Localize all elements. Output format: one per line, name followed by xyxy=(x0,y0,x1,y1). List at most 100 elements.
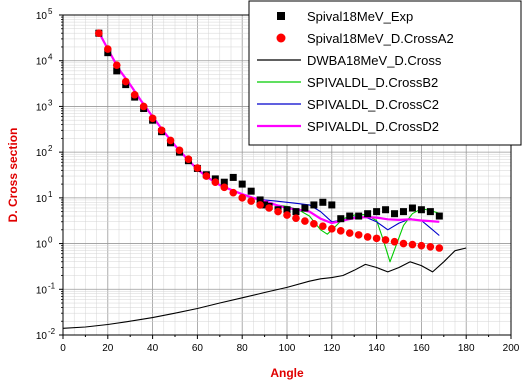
data-point-circle xyxy=(130,90,139,99)
y-tick-label: 10 xyxy=(36,102,48,113)
data-point-square xyxy=(283,206,291,214)
legend-label: Spival18MeV_Exp xyxy=(307,9,413,24)
data-point-circle xyxy=(390,237,399,246)
x-axis-title: Angle xyxy=(270,366,304,380)
data-point-square xyxy=(355,212,363,220)
legend-label: SPIVALDL_D.CrossD2 xyxy=(307,119,439,134)
y-tick-exponent: 5 xyxy=(48,7,53,16)
data-point-square xyxy=(247,187,255,195)
data-point-circle xyxy=(175,146,184,155)
x-tick-label: 60 xyxy=(192,343,204,354)
data-point-circle xyxy=(148,114,157,123)
legend-box xyxy=(248,0,522,146)
x-tick-label: 20 xyxy=(102,343,114,354)
data-point-circle xyxy=(283,211,291,219)
x-tick-label: 100 xyxy=(279,343,296,354)
data-point-circle xyxy=(417,241,426,250)
data-point-circle xyxy=(104,45,112,53)
data-point-square xyxy=(417,206,425,214)
data-point-circle xyxy=(328,225,336,233)
data-point-square xyxy=(310,201,318,209)
y-axis-title: D. Cross section xyxy=(6,128,20,223)
data-point-square xyxy=(408,204,416,212)
data-point-square xyxy=(220,178,228,186)
series-line xyxy=(62,247,467,329)
y-tick-exponent: -2 xyxy=(48,327,56,336)
data-point-circle xyxy=(256,201,264,209)
data-point-circle xyxy=(238,194,246,202)
data-point-circle xyxy=(274,207,282,216)
data-point-square xyxy=(435,212,443,220)
y-tick-label: 10 xyxy=(36,148,48,159)
data-point-circle xyxy=(265,204,273,212)
y-tick-label: 10 xyxy=(36,194,48,205)
data-point-circle xyxy=(354,231,363,239)
data-point-circle xyxy=(229,188,238,197)
y-tick-label: 10 xyxy=(36,331,48,342)
y-tick-exponent: 2 xyxy=(48,144,53,153)
legend-label: DWBA18MeV_D.Cross xyxy=(307,53,442,68)
data-point-circle xyxy=(211,178,220,187)
x-tick-label: 0 xyxy=(60,343,66,354)
x-tick-label: 180 xyxy=(458,343,475,354)
data-point-circle xyxy=(426,242,435,251)
data-point-circle xyxy=(301,217,309,225)
data-point-circle xyxy=(220,183,229,192)
data-point-circle xyxy=(193,164,202,172)
y-tick-label: 10 xyxy=(36,240,48,251)
plot-series xyxy=(62,29,467,329)
data-point-square xyxy=(256,196,264,204)
data-point-circle xyxy=(408,240,417,249)
data-point-square xyxy=(426,208,434,216)
data-point-circle xyxy=(372,234,381,243)
data-point-circle xyxy=(139,102,148,111)
data-point-circle xyxy=(363,233,372,241)
data-point-circle xyxy=(435,244,444,252)
data-point-circle xyxy=(381,236,390,244)
data-point-square xyxy=(373,208,381,216)
data-point-circle xyxy=(95,29,103,37)
y-tick-exponent: 0 xyxy=(48,236,53,245)
data-point-square xyxy=(382,206,390,214)
data-point-square xyxy=(238,180,246,188)
x-tick-label: 140 xyxy=(368,343,385,354)
data-point-circle xyxy=(166,136,175,145)
data-point-square xyxy=(346,212,354,220)
data-point-square xyxy=(229,173,237,181)
x-tick-label: 160 xyxy=(413,343,430,354)
data-point-circle xyxy=(310,220,318,228)
legend-marker-square xyxy=(277,12,285,20)
y-tick-label: 10 xyxy=(36,285,48,296)
data-point-square xyxy=(337,215,345,223)
y-tick-exponent: 3 xyxy=(48,98,53,107)
data-point-circle xyxy=(247,197,255,205)
data-point-square xyxy=(364,210,372,218)
data-point-circle xyxy=(121,77,130,86)
legend-label: Spival18MeV_D.CrossA2 xyxy=(307,31,454,46)
data-point-circle xyxy=(184,155,193,164)
legend: Spival18MeV_Exp Spival18MeV_D.CrossA2 DWBA… xyxy=(248,0,522,146)
data-point-circle xyxy=(292,214,300,222)
x-tick-label: 40 xyxy=(147,343,159,354)
legend-label: SPIVALDL_D.CrossC2 xyxy=(307,97,439,112)
data-point-circle xyxy=(202,172,211,180)
x-tick-label: 120 xyxy=(323,343,340,354)
x-tick-label: 200 xyxy=(503,343,520,354)
data-point-square xyxy=(301,204,309,212)
y-tick-exponent: -1 xyxy=(48,281,56,290)
y-tick-exponent: 4 xyxy=(48,53,53,62)
data-point-circle xyxy=(319,222,327,230)
x-tick-label: 80 xyxy=(237,343,249,354)
legend-marker-circle xyxy=(276,33,286,43)
data-point-square xyxy=(391,210,399,218)
y-tick-exponent: 1 xyxy=(48,190,53,199)
data-point-circle xyxy=(112,61,121,69)
data-point-square xyxy=(261,201,269,209)
data-point-square xyxy=(319,198,327,206)
legend-label: SPIVALDL_D.CrossB2 xyxy=(307,75,438,90)
data-point-circle xyxy=(336,227,345,235)
y-tick-label: 10 xyxy=(36,11,48,22)
data-point-square xyxy=(113,67,121,75)
